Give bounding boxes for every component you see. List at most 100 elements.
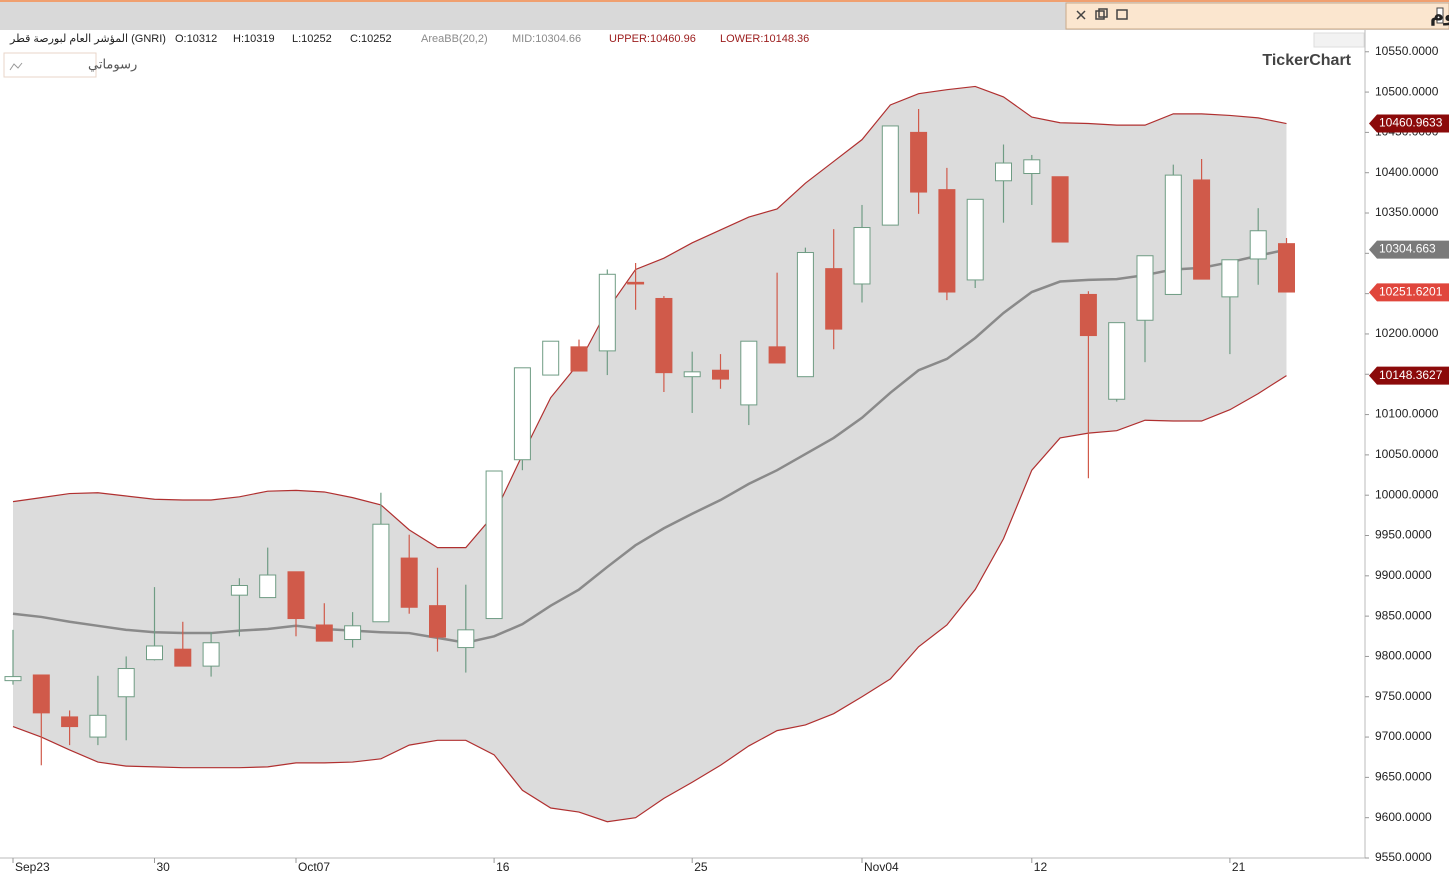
x-tick-label: Nov04 — [864, 860, 899, 874]
candle-body — [174, 648, 192, 667]
y-tick-label: 10000.0000 — [1375, 487, 1439, 501]
candle-body — [570, 346, 588, 372]
upper-band — [12, 85, 1287, 549]
x-tick-label: 30 — [157, 860, 171, 874]
drawings-button[interactable] — [3, 52, 97, 78]
x-tick-label: Oct07 — [298, 860, 330, 874]
candle-body — [1164, 174, 1182, 295]
price-tag-label: 10460.9633 — [1379, 116, 1443, 130]
ohlc-value: L:10252 — [292, 33, 332, 45]
price-tag — [1369, 366, 1449, 385]
candle-body — [146, 645, 163, 661]
y-tick-label: 9650.0000 — [1375, 770, 1432, 784]
candle-body — [938, 189, 956, 293]
candle-body — [966, 198, 984, 281]
candle-body — [598, 273, 616, 352]
chart-title: المؤشر العام لبورصة قطر - يوم — [1430, 5, 1449, 26]
title-bar-accent — [0, 0, 1449, 2]
y-tick-label: 9600.0000 — [1375, 810, 1432, 824]
candle-body — [1079, 293, 1097, 337]
candle-body — [344, 625, 362, 641]
y-tick-label: 10400.0000 — [1375, 165, 1439, 179]
price-tag — [1369, 283, 1449, 302]
window-controls[interactable] — [1076, 8, 1128, 20]
candle-body — [1023, 159, 1041, 175]
candle-body — [61, 716, 79, 728]
candle-body — [4, 676, 22, 682]
candle-body — [768, 346, 786, 364]
candle-body — [429, 605, 446, 638]
candle-body — [1136, 255, 1154, 321]
candle-body — [202, 642, 220, 667]
x-tick-label: 12 — [1034, 860, 1048, 874]
y-tick-label: 10200.0000 — [1375, 326, 1439, 340]
x-tick-label: Sep23 — [15, 860, 50, 874]
candle-body — [910, 131, 928, 193]
price-tag-label: 10251.6201 — [1379, 285, 1443, 299]
price-tag — [1369, 114, 1449, 133]
candle-body — [372, 523, 390, 623]
ohlc-value: C:10252 — [350, 33, 392, 45]
candle-body — [485, 470, 503, 620]
brand: TickerChart — [1262, 52, 1351, 69]
candle-body — [513, 367, 531, 461]
candle-body — [117, 668, 135, 698]
drawings-icon — [9, 62, 23, 71]
indicator-value: MID:10304.66 — [512, 33, 581, 45]
candle-body — [32, 674, 50, 714]
title-box — [1065, 2, 1449, 30]
y-tick-label: 9950.0000 — [1375, 528, 1432, 542]
y-tick-label: 9750.0000 — [1375, 689, 1432, 703]
candle-body — [1278, 243, 1295, 293]
candle-body — [1108, 322, 1126, 400]
y-tick-label: 9850.0000 — [1375, 608, 1432, 622]
candle-body — [740, 340, 758, 406]
y-tick-label: 9800.0000 — [1375, 649, 1432, 663]
candle-body — [315, 624, 333, 642]
candle-body — [259, 574, 277, 599]
candle-body — [1051, 176, 1069, 243]
indicator-value: UPPER:10460.96 — [609, 33, 696, 45]
ohlc-value: H:10319 — [233, 33, 275, 45]
y-tick-label: 9700.0000 — [1375, 729, 1432, 743]
drawings-button-label[interactable]: رسوماتي — [88, 56, 137, 72]
ohlc-value: O:10312 — [175, 33, 217, 45]
indicator-name: AreaBB(20,2) — [421, 33, 488, 45]
price-tag — [1369, 240, 1449, 259]
candle-body — [655, 297, 673, 374]
candle-body — [995, 162, 1012, 182]
candle-body — [542, 340, 560, 376]
y-tick-label: 10550.0000 — [1375, 44, 1439, 58]
y-tick-label: 10500.0000 — [1375, 84, 1439, 98]
candle-body — [796, 252, 814, 378]
y-tick-label: 10050.0000 — [1375, 447, 1439, 461]
candle-body — [457, 629, 475, 649]
y-tick-label: 9900.0000 — [1375, 568, 1432, 582]
candle-body — [230, 584, 248, 596]
candle-body — [853, 227, 871, 285]
lower-band — [12, 375, 1287, 823]
title-icon — [1436, 7, 1444, 24]
candle-body — [825, 268, 843, 330]
candle-body — [89, 714, 107, 738]
price-tag-label: 10304.663 — [1379, 242, 1436, 256]
x-tick-label: 21 — [1232, 860, 1246, 874]
candle-body — [627, 281, 645, 285]
band-fill — [13, 86, 1287, 822]
middle-band — [12, 248, 1287, 645]
candle-body — [400, 557, 418, 608]
y-tick-label: 10350.0000 — [1375, 205, 1439, 219]
y-tick-label: 10100.0000 — [1375, 407, 1439, 421]
candle-body — [712, 369, 729, 380]
candle-body — [1249, 230, 1267, 260]
candle-body — [683, 371, 701, 378]
y-tick-label: 9550.0000 — [1375, 850, 1432, 864]
x-tick-label: 25 — [694, 860, 708, 874]
candle-body — [287, 571, 305, 620]
candle-body — [1221, 259, 1239, 298]
indicator-value: LOWER:10148.36 — [720, 33, 809, 45]
instrument-name: المؤشر العام لبورصة قطر (GNRI) — [9, 33, 166, 45]
price-tag-label: 10148.3627 — [1379, 368, 1443, 382]
panel-controls[interactable] — [1313, 32, 1365, 48]
